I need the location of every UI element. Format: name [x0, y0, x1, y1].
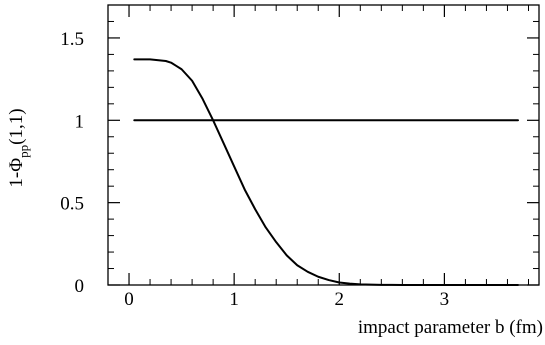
- series-group: [133, 58, 519, 286]
- y-tick-label: 1: [75, 111, 85, 132]
- y-tick-label: 0.5: [60, 194, 84, 215]
- y-axis-label-args: (1,1): [6, 108, 27, 144]
- x-axis-label: impact parameter b (fm): [358, 317, 543, 338]
- x-tick-label: 2: [335, 289, 345, 310]
- y-axis-label: 1-Φpp(1,1): [6, 108, 31, 187]
- y-tick-label: 0: [75, 276, 85, 297]
- y-axis-label-main: 1-Φ: [6, 158, 27, 188]
- y-tick-label: 1.5: [60, 29, 84, 50]
- x-tick-label: 0: [124, 289, 134, 310]
- axis-ticks: [107, 4, 539, 286]
- series-line-1: [133, 58, 519, 286]
- plot-frame: [107, 4, 540, 286]
- x-tick-label: 1: [229, 289, 239, 310]
- y-axis-label-sub: pp: [16, 145, 31, 158]
- tick-labels: 0 1 2 3 0 0.5 1 1.5: [60, 29, 449, 310]
- x-tick-label: 3: [440, 289, 450, 310]
- svg-text:1-Φpp(1,1): 1-Φpp(1,1): [6, 108, 31, 187]
- plot-area-border: [107, 4, 540, 286]
